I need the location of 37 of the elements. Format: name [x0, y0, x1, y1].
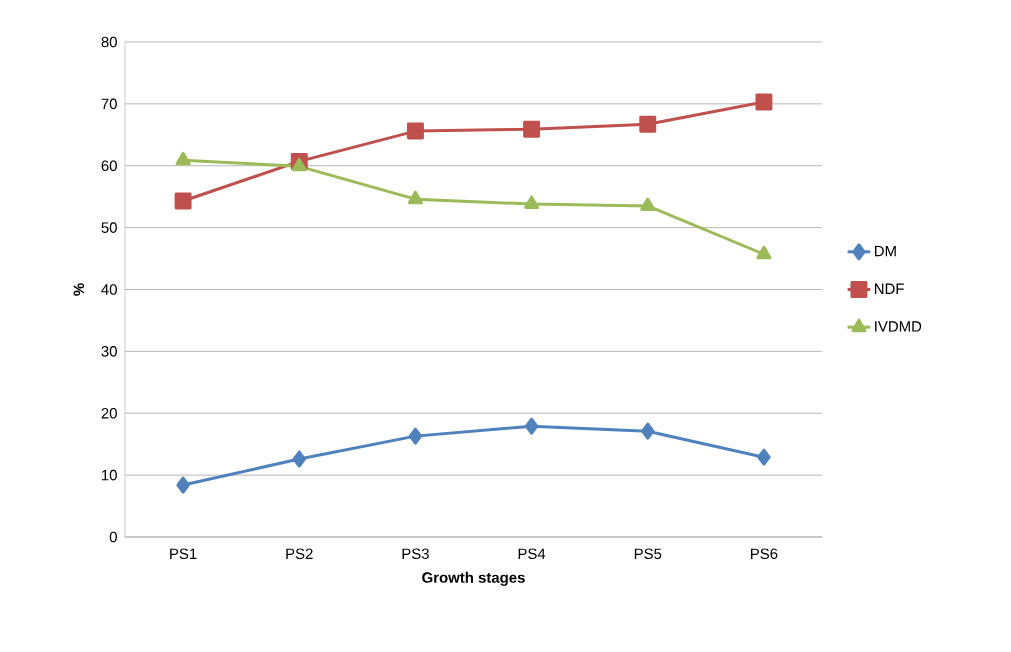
y-tick-label: 0 [109, 531, 117, 543]
x-tick-label: PS4 [518, 548, 546, 560]
point [408, 427, 423, 445]
point [640, 197, 656, 211]
point [641, 422, 655, 440]
x-axis-title: Growth stages [422, 571, 525, 586]
point [407, 190, 423, 205]
point [291, 157, 307, 172]
point [175, 151, 191, 166]
y-tick-label: 70 [101, 98, 117, 110]
point [523, 120, 541, 138]
point [639, 115, 657, 133]
x-tick-label: PS5 [634, 548, 662, 560]
point [176, 476, 190, 494]
y-tick-label: 40 [101, 284, 117, 295]
x-tick-label: PS6 [751, 548, 778, 560]
point [174, 192, 192, 210]
point [524, 195, 540, 210]
y-tick-label: 50 [101, 222, 117, 233]
y-tick-label: 10 [102, 469, 117, 481]
point [406, 122, 424, 140]
point [292, 450, 306, 468]
y-tick-label: 20 [101, 407, 117, 419]
legend-label: IVDMD [875, 321, 922, 332]
y-tick-label: 80 [101, 36, 117, 48]
point [755, 93, 773, 111]
y-tick-label: 30 [101, 346, 117, 357]
legend-label: DM [874, 245, 896, 257]
legend-label: NDF [874, 283, 904, 294]
x-tick-label: PS2 [286, 548, 313, 560]
point [524, 417, 539, 435]
point [756, 245, 772, 260]
y-tick-label: 60 [101, 160, 117, 172]
y-axis-title: % [73, 283, 85, 296]
point [757, 448, 771, 466]
x-tick-label: PS3 [402, 548, 429, 560]
x-tick-label: PS1 [170, 548, 197, 560]
